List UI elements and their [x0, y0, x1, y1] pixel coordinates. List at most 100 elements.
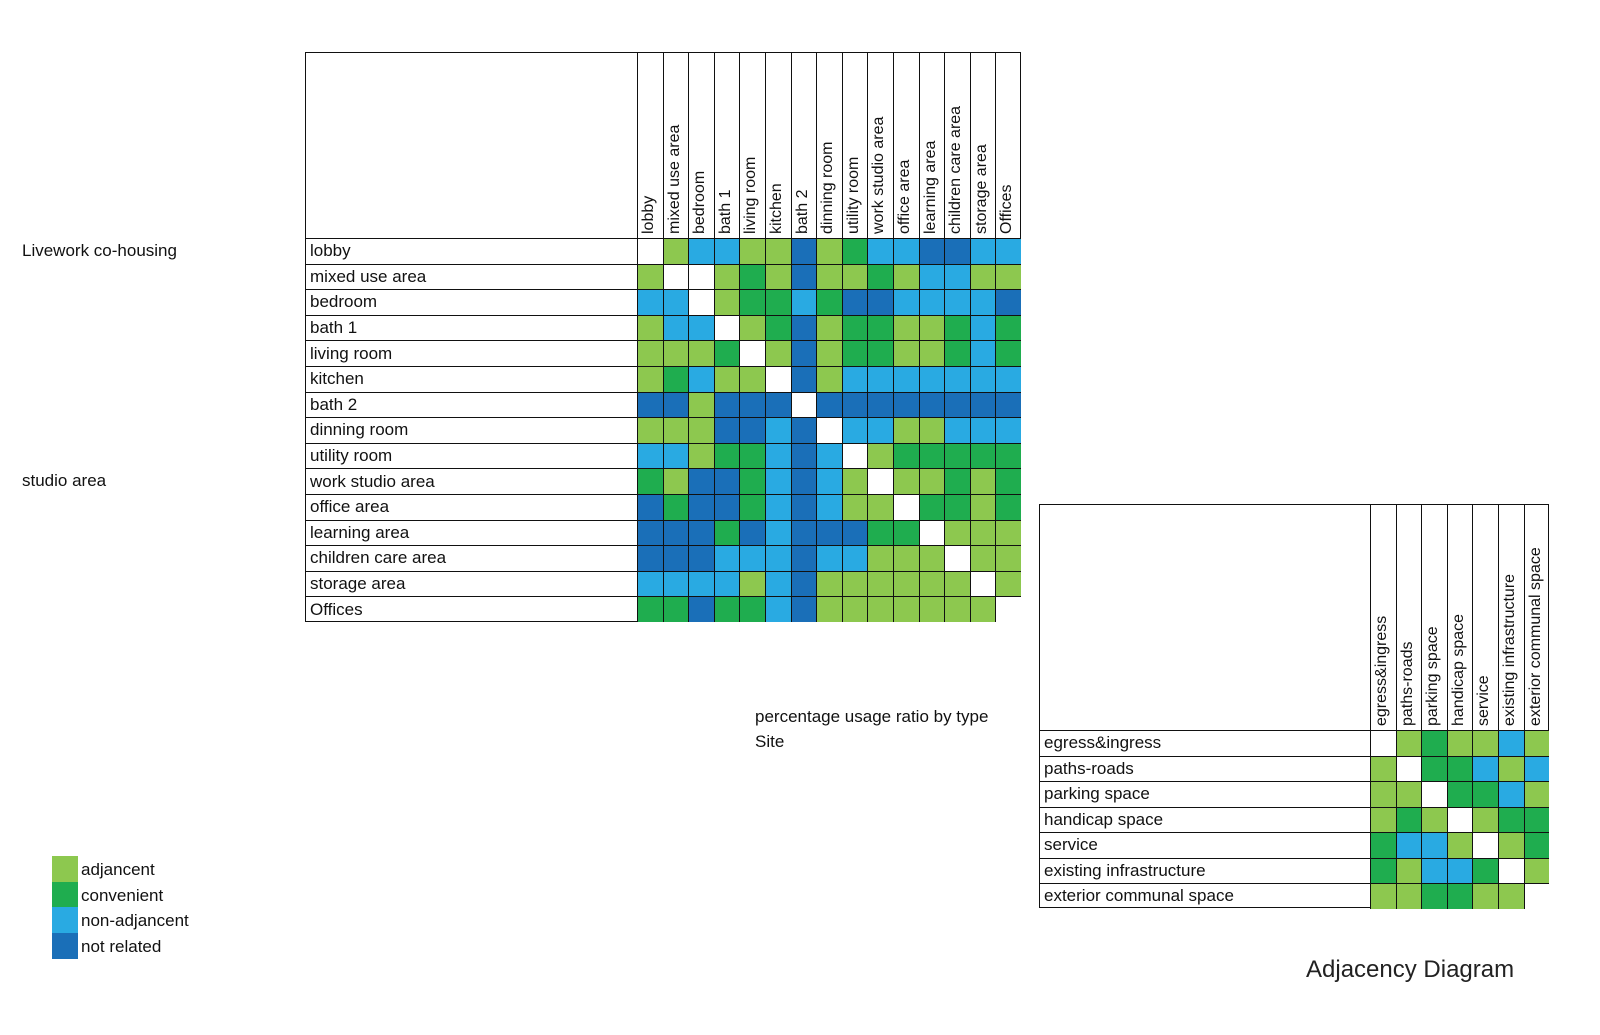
site-col-header-label: egress&ingress	[1373, 615, 1390, 726]
main-cell	[893, 417, 919, 443]
main-cell	[867, 340, 893, 366]
main-cell	[790, 570, 817, 597]
main-cell	[893, 314, 919, 341]
main-cell	[765, 263, 791, 290]
main-cell	[790, 442, 817, 469]
main-col-header-bath-2: bath 2	[790, 53, 817, 238]
main-cell	[995, 263, 1021, 290]
site-cell	[1498, 883, 1524, 909]
main-cell	[944, 494, 970, 520]
main-cell	[893, 366, 919, 392]
main-cell	[816, 417, 842, 443]
main-cell	[867, 596, 893, 622]
main-cell	[944, 442, 970, 469]
main-cell	[867, 519, 893, 546]
main-cell	[765, 468, 791, 494]
main-cell	[790, 314, 817, 341]
main-cell	[944, 545, 970, 571]
main-row-label-living-room: living room	[306, 340, 637, 366]
main-cell	[739, 519, 765, 546]
site-col-header-label: exterior communal space	[1526, 547, 1544, 726]
main-cell	[867, 366, 893, 392]
main-cell	[918, 391, 945, 418]
main-cell	[688, 468, 714, 494]
main-cell	[969, 519, 996, 546]
main-cell	[918, 340, 945, 366]
main-col-header-kitchen: kitchen	[765, 53, 791, 238]
main-col-header-label: work studio area	[870, 116, 888, 234]
main-cell	[816, 314, 842, 341]
legend-label-not-related: not related	[81, 936, 162, 956]
site-cell	[1446, 781, 1473, 807]
main-cell	[893, 545, 919, 571]
main-cell	[995, 442, 1021, 469]
main-cell	[969, 570, 996, 597]
main-cell	[713, 366, 740, 392]
main-row-label-bedroom: bedroom	[306, 289, 637, 315]
site-cell	[1395, 730, 1422, 756]
main-cell	[816, 545, 842, 571]
main-cell	[739, 340, 765, 366]
main-cell	[790, 545, 817, 571]
main-col-header-label: living room	[742, 156, 760, 234]
site-col-header-label: paths-roads	[1398, 641, 1416, 727]
main-cell	[944, 570, 970, 597]
main-cell	[739, 545, 765, 571]
site-col-header-service: service	[1472, 505, 1498, 730]
main-cell	[765, 442, 791, 469]
main-cell	[918, 289, 945, 315]
main-cell	[790, 519, 817, 546]
main-col-header-offices: Offices	[995, 53, 1021, 238]
main-cell	[918, 596, 945, 622]
main-cell	[739, 596, 765, 622]
main-cell	[713, 570, 740, 597]
site-cell	[1446, 857, 1473, 883]
main-cell	[637, 366, 663, 392]
site-cell	[1421, 730, 1447, 756]
main-cell	[739, 468, 765, 494]
main-cell	[918, 468, 945, 494]
main-cell	[969, 238, 996, 264]
main-cell	[790, 263, 817, 290]
main-cell	[688, 570, 714, 597]
main-col-header-label: utility room	[844, 156, 862, 234]
main-cell	[662, 238, 689, 264]
site-cell	[1498, 781, 1524, 807]
main-cell	[995, 494, 1021, 520]
main-cell	[841, 545, 868, 571]
main-cell	[841, 442, 868, 469]
site-cell	[1498, 857, 1524, 883]
main-cell	[713, 519, 740, 546]
main-cell	[995, 468, 1021, 494]
main-cell	[893, 596, 919, 622]
main-col-header-label: bath 2	[793, 189, 811, 234]
main-col-header-label: children care area	[947, 105, 965, 234]
main-cell	[816, 391, 842, 418]
main-col-header-work-studio-area: work studio area	[867, 53, 893, 238]
site-cell	[1446, 832, 1473, 858]
main-adjacency-matrix: lobby mixed use area bedroom bath 1 living r…	[305, 52, 1021, 622]
main-col-header-storage-area: storage area	[969, 53, 996, 238]
main-cell	[662, 468, 689, 494]
main-row-label-bath-1: bath 1	[306, 314, 637, 341]
main-cell	[739, 494, 765, 520]
main-cell	[944, 468, 970, 494]
site-cell	[1498, 806, 1524, 832]
main-cell	[944, 340, 970, 366]
main-cell	[662, 596, 689, 622]
main-cell	[841, 340, 868, 366]
site-cell	[1446, 806, 1473, 832]
site-cell	[1523, 755, 1550, 781]
main-col-header-label: learning area	[921, 140, 939, 234]
main-cell	[867, 417, 893, 443]
main-cell	[841, 238, 868, 264]
section-label-site: Site	[755, 732, 785, 751]
site-cell	[1395, 806, 1422, 832]
main-cell	[969, 263, 996, 290]
main-cell	[739, 417, 765, 443]
main-col-header-label: bath 1	[716, 189, 734, 234]
main-cell	[841, 519, 868, 546]
main-cell	[893, 238, 919, 264]
site-adjacency-matrix: egress&ingress paths-roads parking space ha…	[1039, 504, 1550, 909]
site-cell	[1523, 806, 1550, 832]
